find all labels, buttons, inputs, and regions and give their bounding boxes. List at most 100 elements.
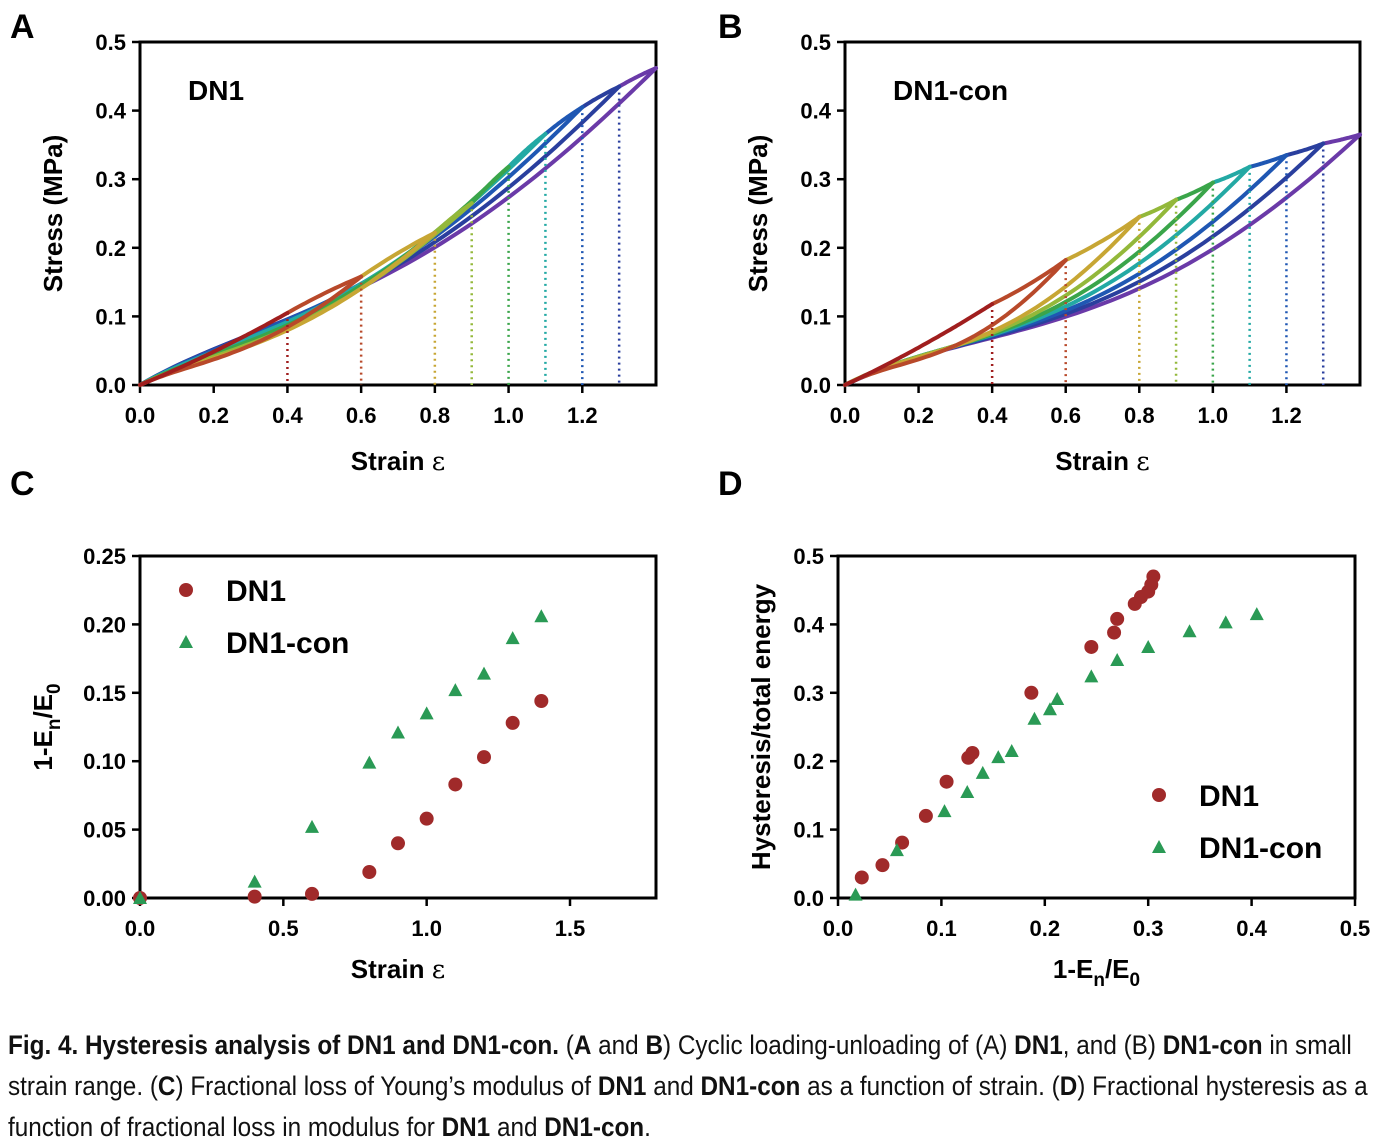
y-tick-label: 0.3 bbox=[95, 167, 126, 192]
y-tick-label: 0.1 bbox=[793, 818, 824, 843]
legend-label: DN1 bbox=[226, 575, 286, 608]
panel-B: 0.0 0.2 0.4 0.6 0.8 1.0 1.2 0.0 0.1 0.2 0.3 0.4 0.5 B… bbox=[718, 8, 1362, 477]
panel-letter: D bbox=[718, 465, 743, 503]
data-point-dn1-con bbox=[991, 750, 1006, 764]
x-tick-label: 1.5 bbox=[555, 916, 586, 941]
data-point-dn1-con bbox=[247, 874, 262, 888]
y-tick-label: 0.25 bbox=[83, 544, 126, 569]
data-point-dn1 bbox=[477, 750, 491, 765]
data-point-dn1 bbox=[1110, 611, 1125, 626]
cycle-curve bbox=[1247, 153, 1289, 169]
y-tick-label: 0.05 bbox=[83, 818, 126, 843]
figure-caption: Fig. 4. Hysteresis analysis of DN1 and D… bbox=[8, 1025, 1380, 1148]
cycle-curve bbox=[617, 66, 658, 89]
y-tick-label: 0.0 bbox=[95, 373, 126, 398]
caption-title: Hysteresis analysis of DN1 and DN1-con. bbox=[84, 1030, 559, 1060]
y-tick-label: 0.4 bbox=[95, 99, 126, 124]
y-tick-label: 0.5 bbox=[95, 30, 126, 55]
data-point-dn1-con bbox=[477, 666, 491, 680]
cycle-curve bbox=[138, 274, 364, 387]
data-point-dn1 bbox=[939, 774, 954, 789]
data-point-dn1-con bbox=[391, 725, 405, 739]
y-tick-label: 0.10 bbox=[83, 749, 126, 774]
caption-segment: DN1-con bbox=[544, 1112, 645, 1142]
panel-letter: C bbox=[10, 465, 35, 503]
cycle-curve bbox=[1063, 214, 1142, 263]
caption-segment: DN1 bbox=[597, 1071, 647, 1101]
caption-body: (A and B) Cyclic loading-unloading of (A… bbox=[8, 1030, 1368, 1142]
caption-segment: DN1 bbox=[441, 1112, 491, 1142]
y-tick-label: 0.3 bbox=[793, 681, 824, 706]
data-point-dn1 bbox=[362, 865, 377, 880]
data-point-dn1 bbox=[965, 745, 980, 760]
data-point-dn1-con bbox=[1042, 702, 1057, 716]
cycle-curve bbox=[843, 258, 1068, 387]
cycle-curve bbox=[1137, 197, 1179, 219]
caption-segment: D bbox=[1059, 1071, 1078, 1101]
data-point-dn1-con bbox=[975, 765, 990, 779]
data-point-dn1-con bbox=[305, 819, 319, 833]
panel-A: 0.0 0.2 0.4 0.6 0.8 1.0 1.2 0.0 0.1 0.2 0.3 0.4 0.5 A… bbox=[10, 8, 658, 477]
plot-frame bbox=[843, 40, 1362, 387]
cycle-curve bbox=[843, 302, 995, 387]
y-tick-label: 0.5 bbox=[800, 30, 831, 55]
plot-frame bbox=[138, 40, 658, 387]
x-axis-label: Strain ε bbox=[351, 446, 445, 477]
caption-segment: as a function of strain. ( bbox=[800, 1071, 1060, 1101]
data-point-dn1-con bbox=[505, 631, 520, 645]
cycle-curve bbox=[990, 258, 1068, 307]
cycle-curve bbox=[506, 131, 548, 169]
data-point-dn1-con bbox=[362, 755, 377, 769]
x-tick-label: 0.2 bbox=[903, 403, 934, 428]
y-tick-label: 0.1 bbox=[800, 304, 831, 329]
panel-letter: A bbox=[10, 8, 35, 46]
data-point-dn1-con bbox=[889, 843, 904, 857]
panel-letter: B bbox=[718, 8, 743, 46]
cycle-curve bbox=[580, 84, 622, 110]
y-tick-label: 0.5 bbox=[793, 544, 824, 569]
data-point-dn1 bbox=[391, 836, 405, 851]
inset-label: DN1-con bbox=[893, 75, 1008, 106]
x-tick-label: 1.0 bbox=[411, 916, 442, 941]
panel-D: 0.0 0.1 0.2 0.3 0.4 0.5 0.0 0.1 0.2 0.3 0.4 0.5 D 1-E… bbox=[718, 465, 1370, 991]
caption-segment: ) Cyclic loading-unloading of (A) bbox=[663, 1030, 1015, 1060]
plot-frame bbox=[138, 554, 658, 900]
legend-label: DN1 bbox=[1199, 780, 1259, 813]
y-tick-label: 0.00 bbox=[83, 886, 126, 911]
data-point-dn1-con bbox=[1004, 743, 1019, 757]
data-point-dn1 bbox=[1146, 569, 1161, 584]
x-axis-label: Strain ε bbox=[351, 954, 445, 985]
data-point-dn1-con bbox=[1141, 639, 1156, 653]
y-tick-label: 0.0 bbox=[793, 886, 824, 911]
x-tick-label: 0.1 bbox=[926, 916, 957, 941]
data-point-dn1 bbox=[448, 777, 463, 792]
cycle-curve bbox=[138, 66, 658, 387]
inset-label: DN1 bbox=[188, 75, 244, 106]
data-point-dn1-con bbox=[848, 887, 863, 901]
data-point-dn1 bbox=[1152, 788, 1166, 802]
cycle-curve bbox=[543, 105, 585, 136]
y-tick-label: 0.4 bbox=[793, 612, 824, 637]
cycle-curve bbox=[1284, 141, 1326, 158]
caption-segment: DN1-con bbox=[700, 1071, 801, 1101]
caption-segment: C bbox=[157, 1071, 176, 1101]
caption-segment: ) Fractional hysteresis as a function of… bbox=[8, 1071, 1368, 1142]
y-axis-label: Stress (MPa) bbox=[38, 135, 68, 293]
caption-segment: and bbox=[646, 1071, 701, 1101]
x-tick-label: 0.0 bbox=[823, 916, 854, 941]
cycle-curve bbox=[432, 201, 474, 235]
data-point-dn1 bbox=[1084, 639, 1099, 654]
data-point-dn1-con bbox=[937, 804, 952, 818]
data-point-dn1-con bbox=[960, 784, 975, 798]
y-axis-label: Hysteresis/total energy bbox=[746, 583, 776, 870]
x-tick-label: 0.0 bbox=[125, 403, 156, 428]
x-tick-label: 0.5 bbox=[1340, 916, 1371, 941]
x-tick-label: 1.0 bbox=[493, 403, 524, 428]
data-point-dn1 bbox=[179, 583, 193, 597]
y-tick-label: 0.20 bbox=[83, 612, 126, 637]
x-tick-label: 0.6 bbox=[1050, 403, 1081, 428]
legend-label: DN1-con bbox=[1199, 832, 1322, 865]
data-point-dn1 bbox=[305, 886, 319, 901]
figure-canvas: 0.0 0.2 0.4 0.6 0.8 1.0 1.2 0.0 0.1 0.2 0.3 0.4 0.5 A… bbox=[10, 8, 1370, 991]
caption-fig-label: Fig. 4. bbox=[8, 1030, 79, 1060]
